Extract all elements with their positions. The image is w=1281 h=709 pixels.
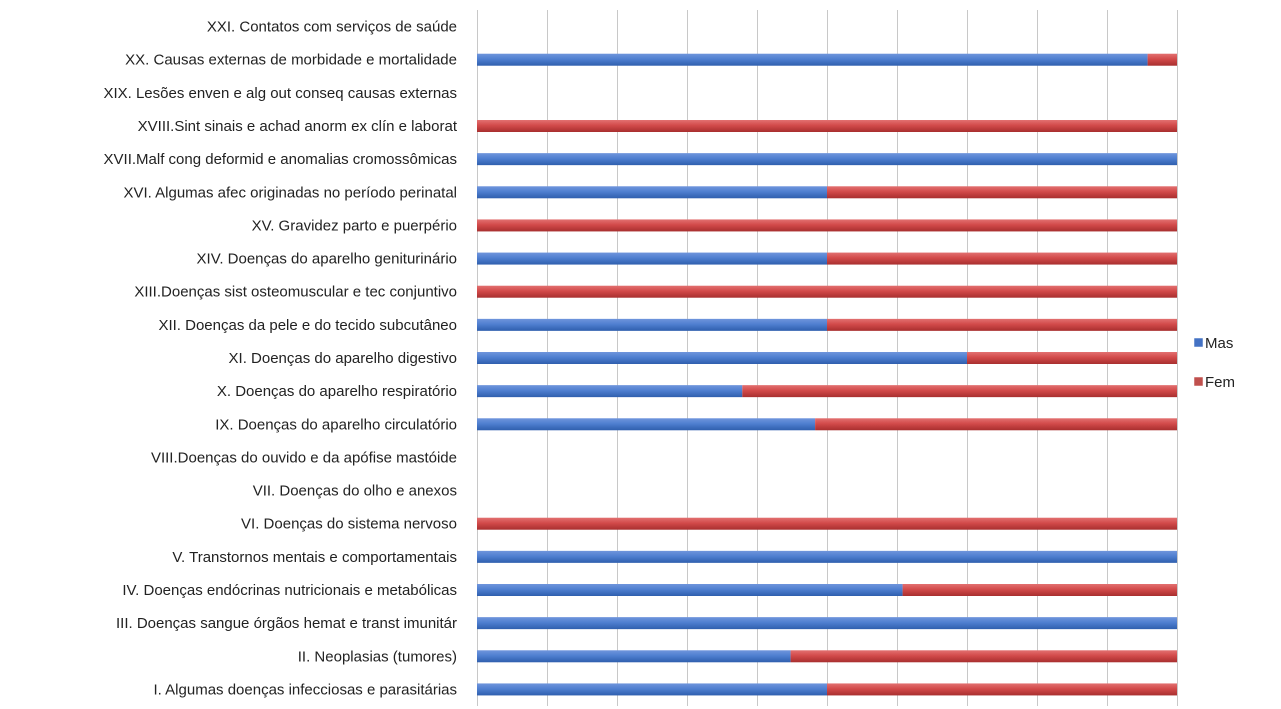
category-label: III. Doenças sangue órgãos hemat e trans… [116, 615, 457, 632]
category-label: IV. Doenças endócrinas nutricionais e me… [122, 582, 457, 599]
category-label: IX. Doenças do aparelho circulatório [215, 416, 457, 433]
bar-fem-segment [967, 352, 1177, 364]
bar-fem-segment [827, 318, 1177, 331]
category-label: XVI. Algumas afec originadas no período … [123, 184, 457, 201]
category-label: VIII.Doenças do ouvido e da apófise mast… [151, 449, 457, 466]
bar-fem-segment [477, 517, 1177, 530]
bar-fem-segment [477, 285, 1177, 298]
category-label: XIX. Lesões enven e alg out conseq causa… [103, 85, 457, 102]
category-label: XIV. Doenças do aparelho geniturinário [197, 251, 457, 268]
legend-swatch-mas [1193, 337, 1204, 348]
bar-fem-segment [742, 385, 1177, 398]
legend: Mas Fem [1193, 335, 1235, 391]
category-label: VI. Doenças do sistema nervoso [241, 516, 457, 533]
category-label: X. Doenças do aparelho respiratório [217, 383, 457, 400]
category-label: XI. Doenças do aparelho digestivo [229, 350, 457, 367]
category-label: XXI. Contatos com serviços de saúde [207, 19, 457, 36]
category-label: XII. Doenças da pele e do tecido subcutâ… [158, 317, 457, 334]
legend-label-mas: Mas [1205, 335, 1233, 352]
category-label: XV. Gravidez parto e puerpério [252, 217, 457, 234]
category-label: XVII.Malf cong deformid e anomalias crom… [104, 151, 457, 168]
bar-fem-segment [827, 683, 1177, 696]
legend-swatch-fem [1193, 376, 1204, 387]
bar-mas-segment [477, 584, 903, 596]
bar-mas-segment [477, 683, 827, 696]
bar-fem-segment [477, 219, 1177, 232]
category-label: I. Algumas doenças infecciosas e parasit… [154, 681, 458, 698]
bar-mas-segment [477, 650, 791, 663]
category-labels: I. Algumas doenças infecciosas e parasit… [103, 19, 457, 699]
category-label: II. Neoplasias (tumores) [298, 648, 457, 665]
bar-fem-segment [902, 584, 1177, 596]
bar-fem-segment [1147, 53, 1177, 66]
category-label: VII. Doenças do olho e anexos [253, 483, 457, 500]
category-label: XX. Causas externas de morbidade e morta… [125, 52, 457, 69]
bar-fem-segment [790, 650, 1177, 663]
bar-fem-segment [477, 120, 1177, 132]
bar-mas-segment [477, 252, 827, 265]
bars [477, 53, 1177, 696]
bar-mas-segment [477, 385, 743, 398]
category-label: XVIII.Sint sinais e achad anorm ex clín … [138, 118, 458, 135]
bar-mas-segment [477, 53, 1148, 66]
bar-mas-segment [477, 153, 1177, 166]
category-label: V. Transtornos mentais e comportamentais [172, 549, 457, 566]
bar-mas-segment [477, 318, 827, 331]
bar-mas-segment [477, 352, 967, 364]
bar-mas-segment [477, 550, 1177, 563]
category-label: XIII.Doenças sist osteomuscular e tec co… [134, 284, 457, 301]
bar-fem-segment [815, 418, 1177, 431]
legend-label-fem: Fem [1205, 374, 1235, 391]
bar-mas-segment [477, 418, 816, 431]
bar-fem-segment [827, 186, 1177, 199]
bar-mas-segment [477, 186, 827, 199]
bar-fem-segment [827, 252, 1177, 265]
bar-mas-segment [477, 617, 1177, 630]
